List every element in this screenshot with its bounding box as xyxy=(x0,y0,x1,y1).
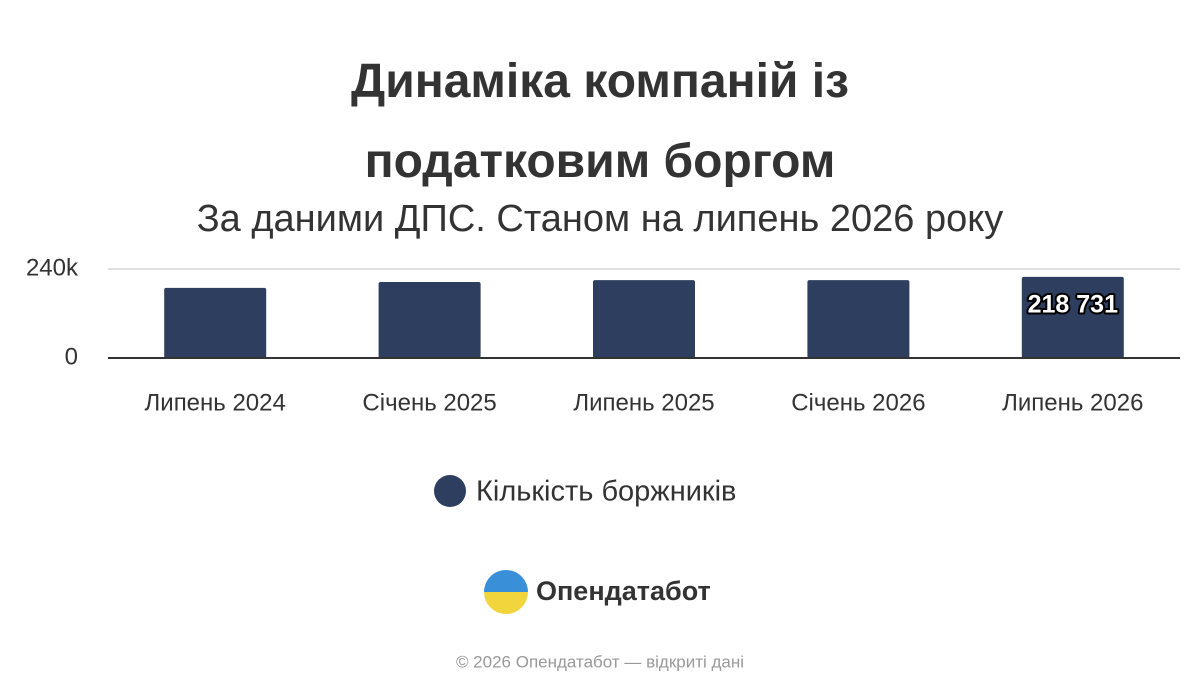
footer: © 2026 Опендатабот — відкриті дані xyxy=(456,652,744,671)
bar xyxy=(807,280,910,358)
bar xyxy=(164,287,267,358)
logo-text: Опендатабот xyxy=(536,576,711,606)
bar xyxy=(1021,276,1124,358)
bar xyxy=(593,280,695,358)
x-tick-label: Січень 2025 xyxy=(362,389,496,416)
chart-title: Динаміка компаній із податковим боргом xyxy=(351,55,849,188)
x-tick-label: Липень 2024 xyxy=(145,389,286,416)
y-tick-label: 0 xyxy=(65,343,78,370)
legend-marker xyxy=(434,475,466,507)
x-tick-label: Січень 2026 xyxy=(791,389,925,416)
logo-icon xyxy=(484,570,528,614)
x-tick-label: Липень 2025 xyxy=(573,389,714,416)
bar xyxy=(378,281,481,358)
value-label: 218 731 xyxy=(1028,290,1118,318)
x-tick-label: Липень 2026 xyxy=(1002,389,1143,416)
chart-subtitle: За даними ДПС. Станом на липень 2026 рок… xyxy=(196,198,1004,240)
y-tick-label: 240k xyxy=(26,254,79,281)
legend-label: Кількість боржників xyxy=(476,476,736,508)
